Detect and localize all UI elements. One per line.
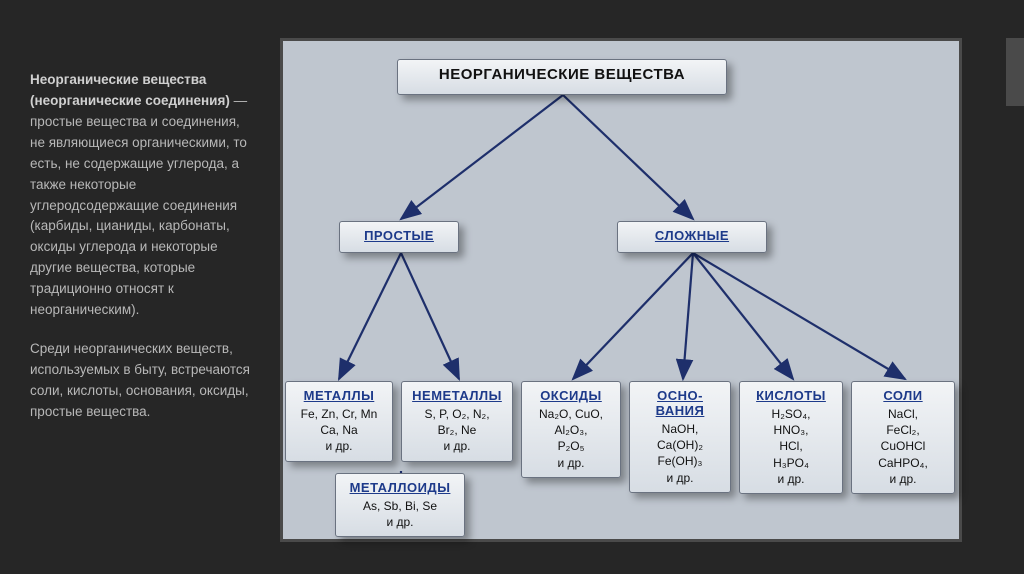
- mid-node-0: ПРОСТЫЕ: [339, 221, 459, 253]
- definition-term: Неорганические вещества (неорганические …: [30, 72, 230, 108]
- arrow-2: [339, 253, 401, 379]
- root-node: НЕОРГАНИЧЕСКИЕ ВЕЩЕСТВА: [397, 59, 727, 95]
- arrow-3: [401, 253, 459, 379]
- leaf-node-4: ОСНО-ВАНИЯNaOH,Ca(OH)₂Fe(OH)₃и др.: [629, 381, 731, 493]
- leaf-title: СОЛИ: [860, 388, 946, 403]
- leaf-node-2: МЕТАЛЛОИДЫ As, Sb, Bi, Seи др.: [335, 473, 465, 537]
- leaf-sub: As, Sb, Bi, Seи др.: [344, 498, 456, 530]
- mid-label: ПРОСТЫЕ: [348, 228, 450, 243]
- leaf-node-0: МЕТАЛЛЫ Fe, Zn, Cr, MnCa, Naи др.: [285, 381, 393, 462]
- diagram-frame: НЕОРГАНИЧЕСКИЕ ВЕЩЕСТВА ПРОСТЫЕ СЛОЖНЫЕ МЕТ…: [280, 38, 962, 542]
- leaf-title: ОСНО-ВАНИЯ: [638, 388, 722, 418]
- leaf-sub: Fe, Zn, Cr, MnCa, Naи др.: [294, 406, 384, 455]
- arrow-0: [401, 95, 563, 219]
- leaf-sub: NaOH,Ca(OH)₂Fe(OH)₃и др.: [638, 421, 722, 486]
- leaf-title: МЕТАЛЛОИДЫ: [344, 480, 456, 495]
- leaf-title: ОКСИДЫ: [530, 388, 612, 403]
- leaf-title: МЕТАЛЛЫ: [294, 388, 384, 403]
- mid-node-1: СЛОЖНЫЕ: [617, 221, 767, 253]
- leaf-title: НЕМЕТАЛЛЫ: [410, 388, 504, 403]
- root-label: НЕОРГАНИЧЕСКИЕ ВЕЩЕСТВА: [406, 66, 718, 83]
- arrow-8: [693, 253, 905, 379]
- arrow-7: [693, 253, 793, 379]
- leaf-title: КИСЛОТЫ: [748, 388, 834, 403]
- leaf-node-3: ОКСИДЫ Na₂O, CuO,Al₂O₃,P₂O₅и др.: [521, 381, 621, 478]
- mid-label: СЛОЖНЫЕ: [626, 228, 758, 243]
- definition-body: — простые вещества и соединения, не явля…: [30, 93, 247, 317]
- leaf-sub: S, P, O₂, N₂,Br₂, Neи др.: [410, 406, 504, 455]
- leaf-node-1: НЕМЕТАЛЛЫ S, P, O₂, N₂,Br₂, Neи др.: [401, 381, 513, 462]
- leaf-node-5: КИСЛОТЫ H₂SO₄,HNO₃,HCl,H₃PO₄и др.: [739, 381, 843, 494]
- leaf-sub: H₂SO₄,HNO₃,HCl,H₃PO₄и др.: [748, 406, 834, 487]
- sidebar-text: Неорганические вещества (неорганические …: [0, 0, 280, 574]
- leaf-sub: NaCl,FeCl₂,CuOHClCaHPO₄,и др.: [860, 406, 946, 487]
- arrow-6: [683, 253, 693, 379]
- arrow-5: [573, 253, 693, 379]
- leaf-sub: Na₂O, CuO,Al₂O₃,P₂O₅и др.: [530, 406, 612, 471]
- leaf-node-6: СОЛИ NaCl,FeCl₂,CuOHClCaHPO₄,и др.: [851, 381, 955, 494]
- arrow-1: [563, 95, 693, 219]
- definition-paragraph: Неорганические вещества (неорганические …: [30, 70, 256, 321]
- usage-paragraph: Среди неорганических веществ, используем…: [30, 339, 256, 423]
- right-strip: [1006, 38, 1024, 106]
